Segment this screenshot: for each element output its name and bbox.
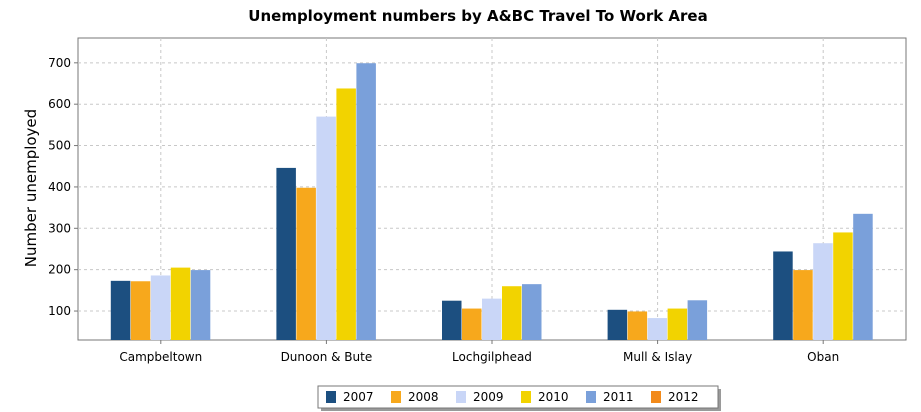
bar-2009-2	[482, 298, 502, 340]
bar-2010-2	[502, 286, 522, 340]
bar-2007-1	[276, 167, 296, 340]
chart-title: Unemployment numbers by A&BC Travel To W…	[248, 7, 707, 25]
bar-2009-1	[316, 116, 336, 340]
bar-2011-1	[356, 63, 376, 340]
bar-2009-3	[647, 318, 668, 340]
bar-2011-0	[190, 270, 211, 340]
bar-2008-3	[627, 311, 648, 340]
legend-swatch-2009	[456, 391, 466, 403]
legend-label-2012: 2012	[668, 390, 699, 404]
legend-swatch-2012	[651, 391, 661, 403]
bars	[110, 63, 873, 341]
bar-2007-3	[607, 309, 628, 340]
y-tick-label: 700	[48, 56, 71, 70]
bar-2011-4	[853, 213, 873, 340]
bar-2008-1	[296, 187, 316, 340]
bar-2010-0	[170, 267, 191, 340]
bar-2010-1	[336, 88, 356, 341]
x-tick-label: Dunoon & Bute	[281, 350, 373, 364]
y-axis-label: Number unemployed	[22, 109, 40, 267]
y-axis-ticks: 100 200 300 400 500 600 700	[48, 56, 78, 318]
y-tick-label: 400	[48, 180, 71, 194]
legend-swatch-2008	[391, 391, 401, 403]
x-tick-label: Lochgilphead	[452, 350, 532, 364]
legend-swatch-2011	[586, 391, 596, 403]
bar-2007-4	[773, 251, 793, 340]
legend-label-2008: 2008	[408, 390, 439, 404]
y-tick-label: 300	[48, 221, 71, 235]
legend: 2007 2008 2009 2010 2011 2012	[317, 385, 721, 411]
bar-2011-3	[687, 300, 708, 340]
bar-2010-3	[667, 308, 688, 340]
legend-swatch-2007	[326, 391, 336, 403]
y-tick-label: 600	[48, 97, 71, 111]
legend-label-2009: 2009	[473, 390, 504, 404]
y-tick-label: 100	[48, 304, 71, 318]
bar-2008-4	[793, 270, 813, 340]
bar-2008-0	[130, 281, 151, 340]
bar-2011-2	[522, 284, 542, 340]
x-tick-label: Mull & Islay	[623, 350, 692, 364]
x-tick-label: Oban	[807, 350, 839, 364]
bar-2009-4	[813, 243, 833, 340]
y-tick-label: 200	[48, 263, 71, 277]
bar-2007-0	[110, 280, 131, 340]
legend-label-2007: 2007	[343, 390, 374, 404]
legend-swatch-2010	[521, 391, 531, 403]
x-axis-ticks: Campbeltown Dunoon & Bute Lochgilphead Mull…	[119, 340, 839, 364]
y-tick-label: 500	[48, 139, 71, 153]
legend-box	[317, 385, 719, 409]
x-tick-label: Campbeltown	[119, 350, 202, 364]
bar-2010-4	[833, 232, 853, 340]
bar-2009-0	[150, 275, 171, 340]
legend-label-2011: 2011	[603, 390, 634, 404]
bar-2007-2	[442, 300, 462, 340]
bar-2008-2	[462, 308, 482, 340]
legend-label-2010: 2010	[538, 390, 569, 404]
